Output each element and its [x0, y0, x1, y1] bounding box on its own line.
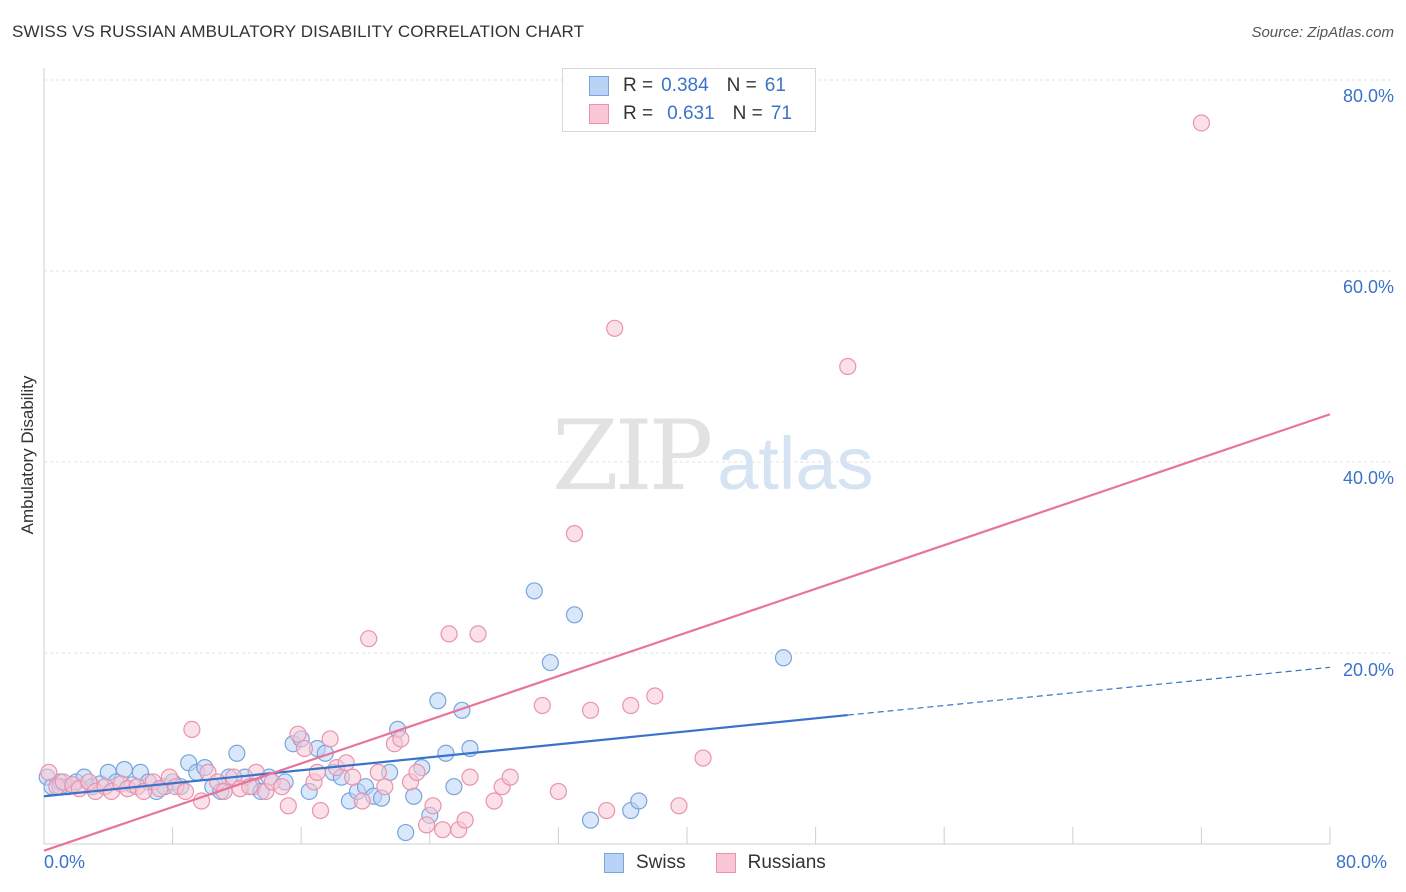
russians-point	[183, 720, 201, 739]
swiss-point	[437, 744, 455, 762]
russians-point	[485, 792, 503, 810]
swiss-point	[453, 701, 471, 719]
y-axis-label: Ambulatory Disability	[18, 375, 37, 535]
russians-point	[369, 763, 387, 781]
russians-point	[417, 816, 436, 834]
russians-point	[469, 625, 487, 643]
swiss-trendline-extension	[847, 666, 1331, 716]
russians-point	[337, 754, 355, 772]
r-label: R =	[623, 75, 654, 96]
russians-point	[533, 696, 551, 715]
legend-label-russians: Russians	[747, 852, 826, 873]
russians-point	[273, 778, 291, 796]
russians-point	[424, 797, 442, 815]
series-legend: Swiss Russians	[604, 852, 856, 874]
russians-point	[344, 768, 362, 786]
russians-point	[376, 778, 394, 796]
watermark: ZIP atlas	[552, 400, 874, 512]
russians-point	[694, 749, 712, 767]
y-tick-label: 80.0%	[1342, 86, 1394, 106]
r-value: 0.384	[661, 75, 709, 96]
russians-point	[1192, 114, 1211, 132]
n-value: 71	[770, 103, 792, 124]
swiss-point	[774, 649, 793, 667]
swiss-point	[397, 823, 415, 842]
swiss-point	[525, 582, 543, 600]
russians-point	[392, 730, 410, 748]
russians-point	[353, 792, 371, 810]
russians-point	[440, 625, 458, 643]
n-value: 61	[764, 75, 786, 96]
russians-point	[581, 701, 600, 719]
legend-swatch-russians	[715, 853, 736, 873]
legend-swatch-russians	[589, 104, 609, 124]
russians-point	[360, 630, 378, 648]
russians-point	[311, 801, 330, 820]
russians-point	[565, 525, 584, 543]
russians-point	[606, 319, 624, 337]
russians-point	[501, 768, 519, 786]
legend-row-swiss: R = 0.384 N = 61	[589, 73, 786, 99]
y-tick-label: 60.0%	[1342, 277, 1394, 297]
r-label: R =	[623, 103, 654, 124]
swiss-point	[565, 606, 584, 624]
n-label: N =	[726, 75, 757, 96]
chart-title: SWISS VS RUSSIAN AMBULATORY DISABILITY C…	[12, 22, 585, 41]
swiss-point	[115, 760, 133, 779]
russians-point	[670, 797, 688, 815]
legend-label-swiss: Swiss	[636, 852, 686, 873]
legend-item-swiss: Swiss	[604, 852, 686, 874]
swiss-point	[228, 744, 246, 762]
y-tick-label: 20.0%	[1342, 660, 1394, 680]
russians-point	[646, 687, 664, 705]
legend-swatch-swiss	[604, 853, 624, 873]
swiss-point	[429, 692, 447, 710]
russians-point	[622, 696, 640, 715]
legend-swatch-swiss	[589, 76, 609, 96]
russians-point	[408, 763, 426, 781]
russians-point	[308, 763, 326, 781]
russians-point	[549, 782, 568, 801]
r-value: 0.631	[667, 103, 715, 124]
legend-item-russians: Russians	[715, 852, 826, 874]
n-label: N =	[732, 103, 763, 124]
swiss-point	[630, 792, 648, 810]
correlation-legend: R = 0.384 N = 61 R = 0.631 N = 71	[562, 68, 816, 132]
x-tick-label: 0.0%	[44, 852, 86, 872]
russians-point	[461, 768, 479, 786]
russians-trendline	[43, 413, 1331, 852]
swiss-point	[405, 787, 423, 805]
russians-point	[434, 821, 452, 839]
russians-point	[839, 357, 857, 376]
russians-point	[456, 811, 474, 829]
russians-point	[40, 763, 58, 781]
swiss-point	[445, 778, 463, 796]
russians-point	[598, 801, 616, 820]
swiss-trendline	[43, 713, 848, 798]
legend-row-russians: R = 0.631 N = 71	[589, 101, 792, 127]
russians-point	[289, 725, 307, 743]
source-label: Source: ZipAtlas.com	[1251, 24, 1394, 41]
russians-point	[321, 730, 339, 748]
russians-point	[279, 797, 297, 815]
watermark-zip: ZIP	[552, 400, 713, 512]
x-tick-label: 80.0%	[1336, 852, 1388, 872]
russians-point	[176, 782, 195, 801]
swiss-point	[541, 653, 559, 672]
russians-point	[295, 739, 314, 758]
watermark-atlas: atlas	[717, 422, 874, 505]
swiss-point	[581, 811, 600, 829]
y-tick-label: 40.0%	[1342, 468, 1394, 488]
